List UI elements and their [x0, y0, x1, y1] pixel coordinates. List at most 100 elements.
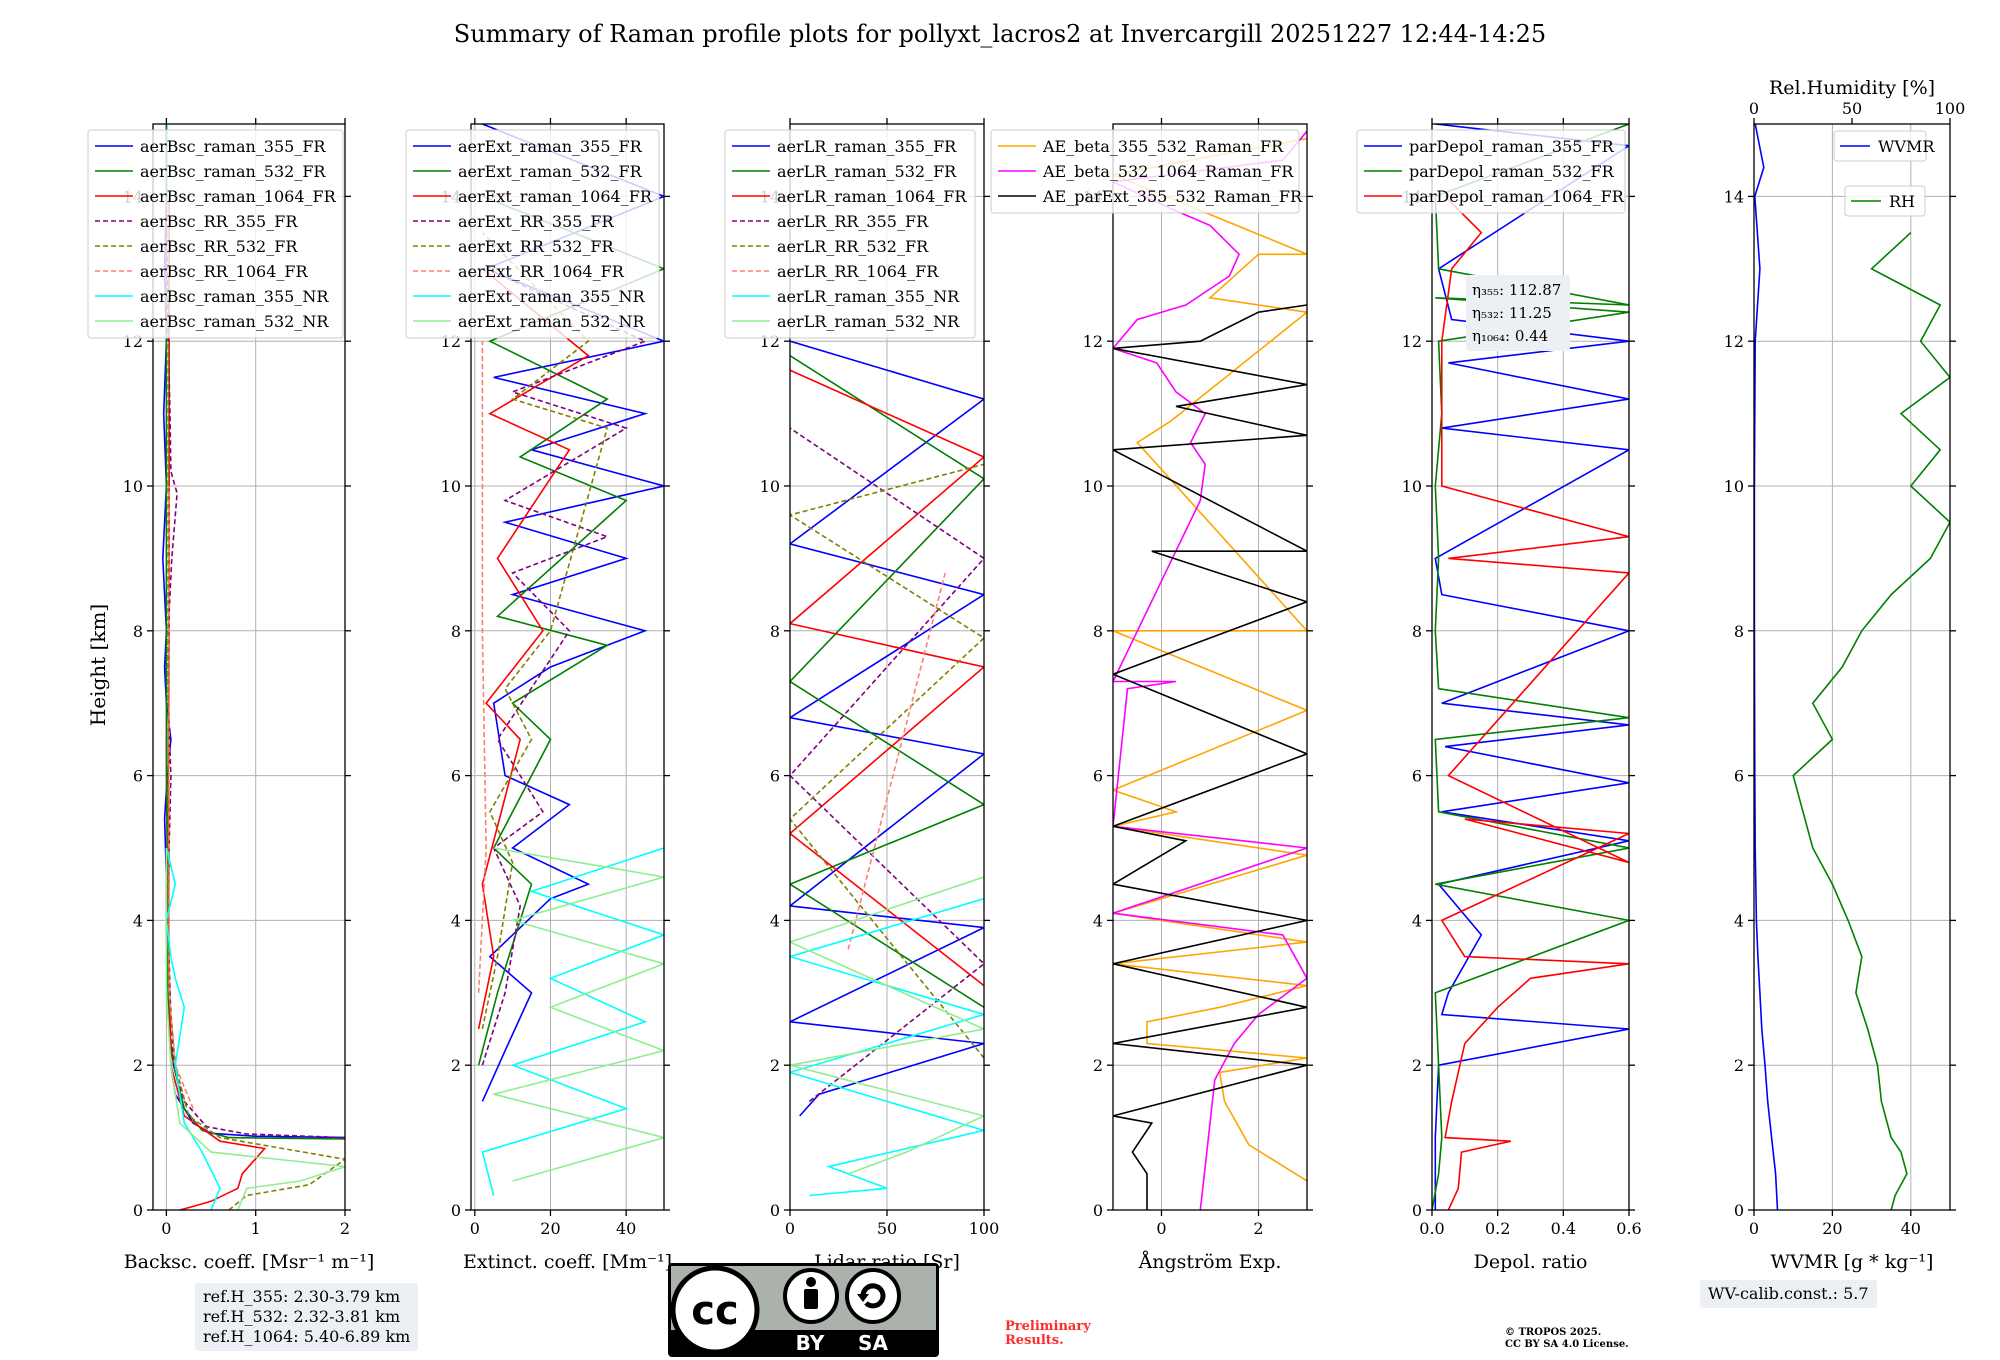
x-tick-label: 0	[1749, 1219, 1759, 1238]
preliminary-line1: Preliminary	[1005, 1319, 1091, 1334]
y-tick-label: 2	[1412, 1056, 1422, 1075]
ref-h-355: ref.H_355: 2.30-3.79 km	[203, 1287, 401, 1306]
x-tick-label: 40	[1901, 1219, 1921, 1238]
y-tick-label: 6	[133, 767, 143, 786]
y-tick-label: 0	[1093, 1201, 1103, 1220]
legend-label: aerBsc_RR_1064_FR	[140, 262, 309, 281]
legend-label: aerExt_RR_1064_FR	[458, 262, 625, 281]
legend-box	[1844, 185, 1926, 217]
x-tick-label: 0	[161, 1219, 171, 1238]
series-line-aerExt_RR_532_FR	[481, 232, 609, 1030]
by-text: BY	[796, 1331, 825, 1355]
series-group	[1113, 130, 1307, 1210]
axes-frame	[470, 123, 665, 1211]
y-tick-label: 2	[1734, 1056, 1744, 1075]
x-axis-label: WVMR [g * kg⁻¹]	[1771, 1251, 1934, 1273]
copyright-line1: © TROPOS 2025.	[1505, 1327, 1602, 1338]
y-tick-label: 2	[770, 1056, 780, 1075]
top-tick-label: 50	[1842, 99, 1862, 118]
series-line-aerExt_RR_1064_FR	[477, 341, 487, 993]
series-line-aerExt_raman_355_NR	[481, 847, 664, 1196]
series-line-aerExt_raman_1064_FR	[477, 268, 590, 1030]
series-line-parDepol_raman_355_FR	[1434, 124, 1629, 1210]
y-tick-label: 0	[1412, 1201, 1422, 1220]
copyright-note: © TROPOS 2025. CC BY SA 4.0 License.	[1505, 1327, 1629, 1351]
y-tick-label: 10	[123, 477, 143, 496]
y-tick-label: 12	[1724, 332, 1744, 351]
legend-label: aerBsc_raman_355_FR	[140, 137, 326, 156]
x-tick-label: 0	[1156, 1219, 1166, 1238]
legend-label: aerBsc_raman_1064_FR	[140, 187, 337, 206]
legend-label: aerExt_raman_355_NR	[458, 287, 646, 306]
legend-label: aerBsc_RR_355_FR	[140, 212, 298, 231]
x-tick-label: 2	[1253, 1219, 1263, 1238]
x-axis-label: Ångström Exp.	[1138, 1251, 1282, 1273]
wv-calib-const: WV-calib.const.: 5.7	[1708, 1284, 1869, 1303]
legend-label: aerLR_raman_1064_FR	[777, 187, 967, 206]
y-tick-label: 6	[1734, 767, 1744, 786]
legend-label: aerLR_RR_355_FR	[777, 212, 929, 231]
legend-label: WVMR	[1878, 137, 1935, 156]
x-axis-label: Extinct. coeff. [Mm⁻¹]	[463, 1251, 672, 1273]
legend-label: aerLR_RR_1064_FR	[777, 262, 939, 281]
y-tick-label: 10	[1402, 477, 1422, 496]
x-tick-label: 20	[1822, 1219, 1842, 1238]
series-line-aerBsc_raman_532_NR	[165, 848, 345, 1210]
legend-label: AE_parExt_355_532_Raman_FR	[1042, 187, 1303, 206]
y-tick-label: 0	[133, 1201, 143, 1220]
series-line-WVMR	[1754, 124, 1779, 1210]
legend-label: parDepol_raman_1064_FR	[1409, 187, 1625, 206]
top-tick-label: 100	[1935, 99, 1966, 118]
series-line-aerBsc_RR_532_FR	[167, 341, 345, 1210]
legend-RH: RH	[1844, 185, 1926, 217]
ref-h-532: ref.H_532: 2.32-3.81 km	[203, 1307, 401, 1326]
sa-text: SA	[858, 1331, 888, 1355]
axes-frame	[1753, 123, 1951, 1211]
legend-box	[87, 129, 344, 339]
y-tick-label: 10	[441, 477, 461, 496]
legend: aerLR_raman_355_FR aerLR_raman_532_FR aerL…	[724, 129, 976, 339]
y-tick-label: 10	[1083, 477, 1103, 496]
y-tick-label: 0	[451, 1201, 461, 1220]
annotation-line: η₅₃₂: 11.25	[1472, 304, 1552, 322]
series-line-aerExt_raman_532_FR	[477, 195, 664, 1066]
annotation-line: η₁₀₆₄: 0.44	[1472, 327, 1548, 345]
x-tick-label: 0	[785, 1219, 795, 1238]
y-tick-label: 6	[770, 767, 780, 786]
series-line-aerLR_RR_1064_FR	[847, 572, 946, 950]
y-tick-label: 4	[1734, 911, 1744, 930]
y-tick-label: 8	[451, 622, 461, 641]
series-line-AE_parExt_355_532_Raman_FR	[1113, 304, 1307, 1210]
y-tick-label: 2	[451, 1056, 461, 1075]
legend-label: parDepol_raman_532_FR	[1409, 162, 1615, 181]
panel-ext: 0246810121402040Extinct. coeff. [Mm⁻¹]ae…	[405, 118, 672, 1273]
y-tick-label: 4	[133, 911, 143, 930]
y-tick-label: 10	[760, 477, 780, 496]
y-tick-label: 6	[451, 767, 461, 786]
x-tick-label: 20	[540, 1219, 560, 1238]
x-tick-label: 0.2	[1485, 1219, 1510, 1238]
y-tick-label: 8	[1412, 622, 1422, 641]
x-tick-label: 0	[470, 1219, 480, 1238]
legend-label: aerExt_raman_532_NR	[458, 312, 646, 331]
y-tick-label: 12	[1083, 332, 1103, 351]
y-tick-label: 2	[133, 1056, 143, 1075]
x-tick-label: 1	[251, 1219, 261, 1238]
y-tick-label: 10	[1724, 477, 1744, 496]
x-axis-label: Depol. ratio	[1474, 1251, 1588, 1273]
legend: AE_beta_355_532_Raman_FR AE_beta_532_1064…	[990, 129, 1303, 214]
panels: 02468101214012Backsc. coeff. [Msr⁻¹ m⁻¹]…	[87, 77, 1966, 1273]
eta-annotation: η₃₅₅: 112.87 η₅₃₂: 11.25 η₁₀₆₄: 0.44	[1466, 275, 1570, 351]
y-tick-label: 0	[770, 1201, 780, 1220]
x-tick-label: 0.0	[1419, 1219, 1444, 1238]
legend-box	[1833, 130, 1927, 162]
legend: aerExt_raman_355_FR aerExt_raman_532_FRae…	[405, 129, 660, 339]
y-axis-label: Height [km]	[86, 604, 110, 726]
x-tick-label: 2	[340, 1219, 350, 1238]
x-tick-label: 0.6	[1616, 1219, 1641, 1238]
legend: aerBsc_raman_355_FR aerBsc_raman_532_FRae…	[87, 129, 344, 339]
series-line-aerExt_raman_532_NR	[493, 847, 664, 1182]
legend-label: aerExt_RR_532_FR	[458, 237, 615, 256]
cc-by-sa-logo: cc BY SA	[668, 1263, 939, 1357]
